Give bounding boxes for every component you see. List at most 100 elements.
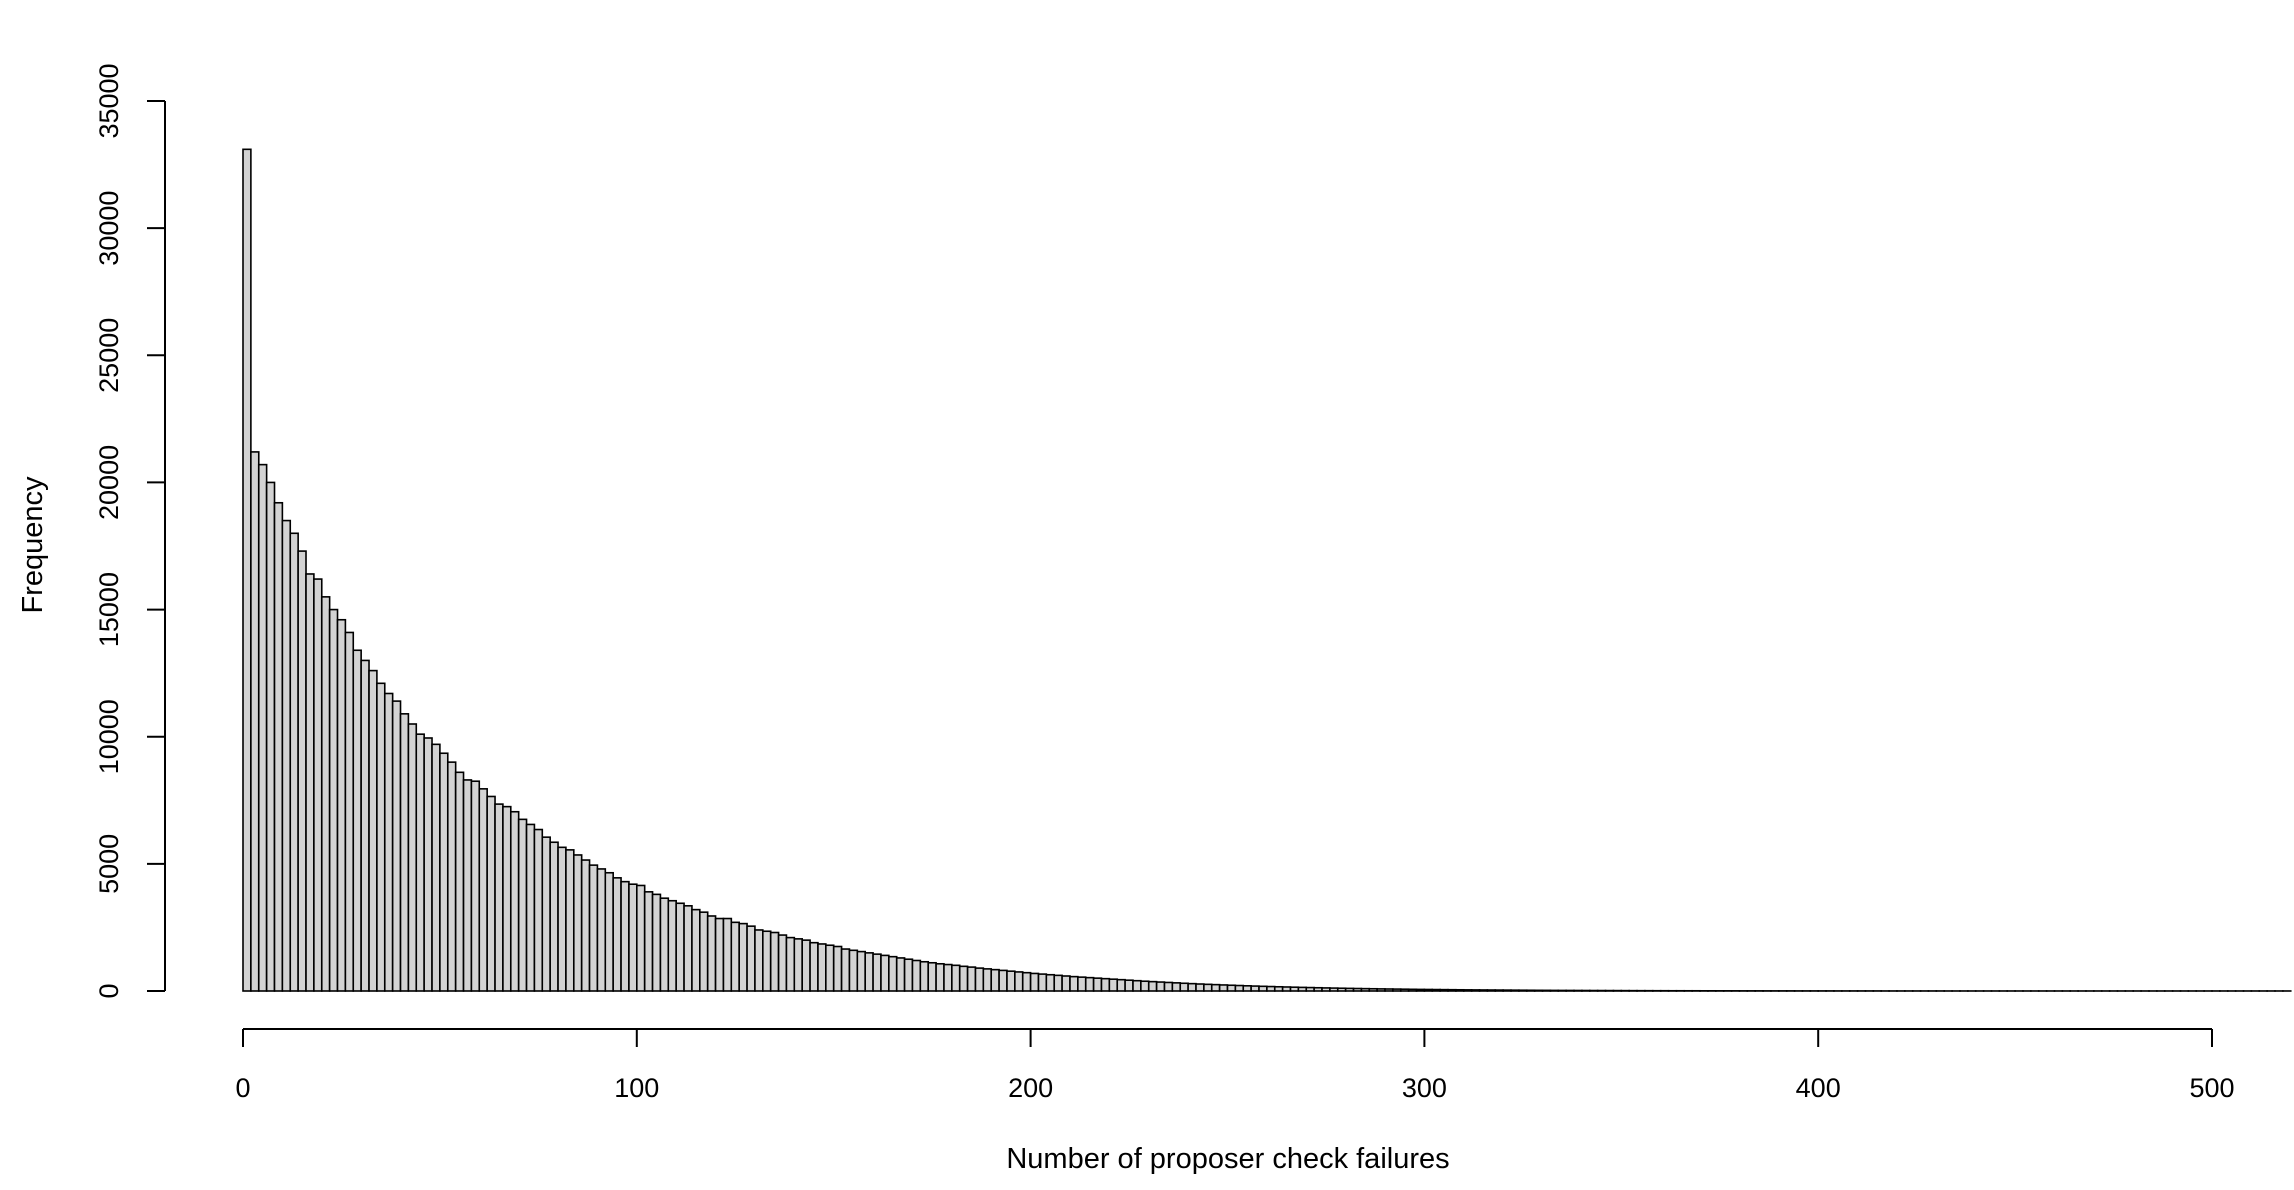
- histogram-bar: [817, 943, 827, 992]
- histogram-bar: [415, 733, 425, 992]
- histogram-bar: [1218, 984, 1229, 992]
- histogram-bar: [494, 803, 504, 992]
- histogram-bar: [769, 931, 780, 992]
- x-tick-label: 200: [1008, 1073, 1053, 1103]
- histogram-bar: [1037, 973, 1048, 992]
- histogram-bar: [344, 631, 355, 992]
- histogram-bar: [486, 795, 496, 992]
- histogram-bar: [368, 669, 378, 992]
- y-tick-label: 0: [94, 983, 124, 998]
- histogram-bar: [1502, 989, 1512, 992]
- histogram-bar: [714, 917, 725, 992]
- histogram-bar: [832, 945, 843, 992]
- histogram-bar: [525, 823, 536, 992]
- histogram-bar: [958, 965, 969, 992]
- histogram-bar: [1360, 987, 1371, 992]
- histogram-bar: [517, 818, 528, 992]
- histogram-bar: [706, 915, 717, 992]
- histogram-bar: [1439, 988, 1449, 992]
- histogram-bar: [1581, 989, 1591, 992]
- histogram-bar: [1179, 982, 1189, 992]
- histogram-bar: [966, 966, 977, 992]
- histogram-bar: [462, 779, 473, 992]
- histogram-bar: [313, 578, 323, 992]
- histogram-bar: [628, 883, 638, 992]
- histogram-bar: [1525, 989, 1536, 992]
- histogram-bar: [297, 550, 307, 992]
- histogram-bar: [730, 921, 740, 992]
- histogram-bar: [1053, 974, 1063, 992]
- y-axis: 0 5000 10000 15000 20000 25000 30000 35000: [94, 63, 166, 999]
- histogram-bars: [242, 148, 2292, 992]
- x-tick-label: 500: [2189, 1073, 2234, 1103]
- histogram-bar: [1124, 979, 1134, 992]
- y-tick-label: 25000: [94, 318, 124, 393]
- histogram-bar: [659, 897, 670, 992]
- histogram-bar: [880, 954, 890, 992]
- histogram-bar: [651, 893, 662, 992]
- histogram-bar: [391, 700, 402, 992]
- histogram-bar: [305, 573, 315, 992]
- histogram-bar: [423, 737, 433, 992]
- histogram-bar: [777, 934, 788, 992]
- histogram-bar: [1407, 988, 1418, 992]
- histogram-bar: [541, 836, 551, 992]
- histogram-bar: [1187, 982, 1197, 992]
- histogram-bar: [1368, 987, 1378, 992]
- histogram-bar: [1321, 987, 1331, 992]
- histogram-bar: [620, 880, 630, 992]
- histogram-bar: [1455, 988, 1465, 992]
- histogram-bar: [1470, 989, 1481, 992]
- histogram-bar: [572, 854, 583, 992]
- histogram-bar: [951, 964, 961, 992]
- histogram-bar: [454, 771, 465, 992]
- histogram-bar: [1210, 983, 1221, 992]
- histogram-bar: [1336, 987, 1347, 992]
- histogram-bar: [943, 963, 953, 992]
- histogram-bar: [565, 849, 575, 992]
- histogram-bar: [265, 481, 276, 992]
- histogram-bar: [998, 969, 1008, 992]
- histogram-bar: [1045, 973, 1056, 992]
- histogram-bar: [1431, 988, 1441, 992]
- y-tick-label: 20000: [94, 445, 124, 520]
- y-tick-label: 30000: [94, 191, 124, 266]
- histogram-bar: [1140, 980, 1150, 992]
- histogram-bar: [431, 743, 441, 992]
- histogram-bar: [1289, 986, 1300, 992]
- x-axis: 0 100 200 300 400 500: [235, 1028, 2235, 1103]
- histogram-bar: [1021, 971, 1032, 992]
- histogram-bar: [470, 780, 481, 992]
- histogram-bar: [336, 618, 347, 992]
- histogram-bar: [1549, 989, 1560, 992]
- histogram-bar: [809, 941, 819, 992]
- histogram-bar: [1155, 981, 1166, 992]
- histogram-bar: [1494, 989, 1504, 992]
- histogram-bar: [1258, 985, 1268, 992]
- histogram-bar: [383, 692, 394, 992]
- histogram-bar: [903, 958, 914, 992]
- histogram-bar: [1557, 989, 1567, 992]
- histogram-bar: [289, 532, 299, 992]
- histogram-bar: [1447, 988, 1457, 992]
- histogram-bar: [1242, 985, 1252, 992]
- histogram-bar: [1423, 988, 1434, 992]
- histogram-bar: [1392, 988, 1402, 992]
- histogram-bar: [1266, 985, 1276, 992]
- histogram-bar: [407, 723, 418, 992]
- histogram-bar: [935, 962, 945, 992]
- histogram-bar: [1250, 985, 1260, 992]
- histogram-bar: [1462, 989, 1473, 992]
- histogram-bar: [478, 788, 488, 992]
- histogram-bar: [872, 953, 882, 992]
- histogram-bar: [793, 938, 804, 992]
- histogram-bar: [840, 948, 851, 992]
- histogram-bar: [580, 859, 591, 992]
- histogram-bar: [1533, 989, 1544, 992]
- histogram-bar: [1565, 989, 1575, 992]
- histogram-bar: [864, 952, 874, 992]
- x-axis-title: Number of proposer check failures: [1006, 1143, 1449, 1175]
- histogram-bar: [699, 911, 709, 992]
- histogram-bar: [1486, 989, 1497, 992]
